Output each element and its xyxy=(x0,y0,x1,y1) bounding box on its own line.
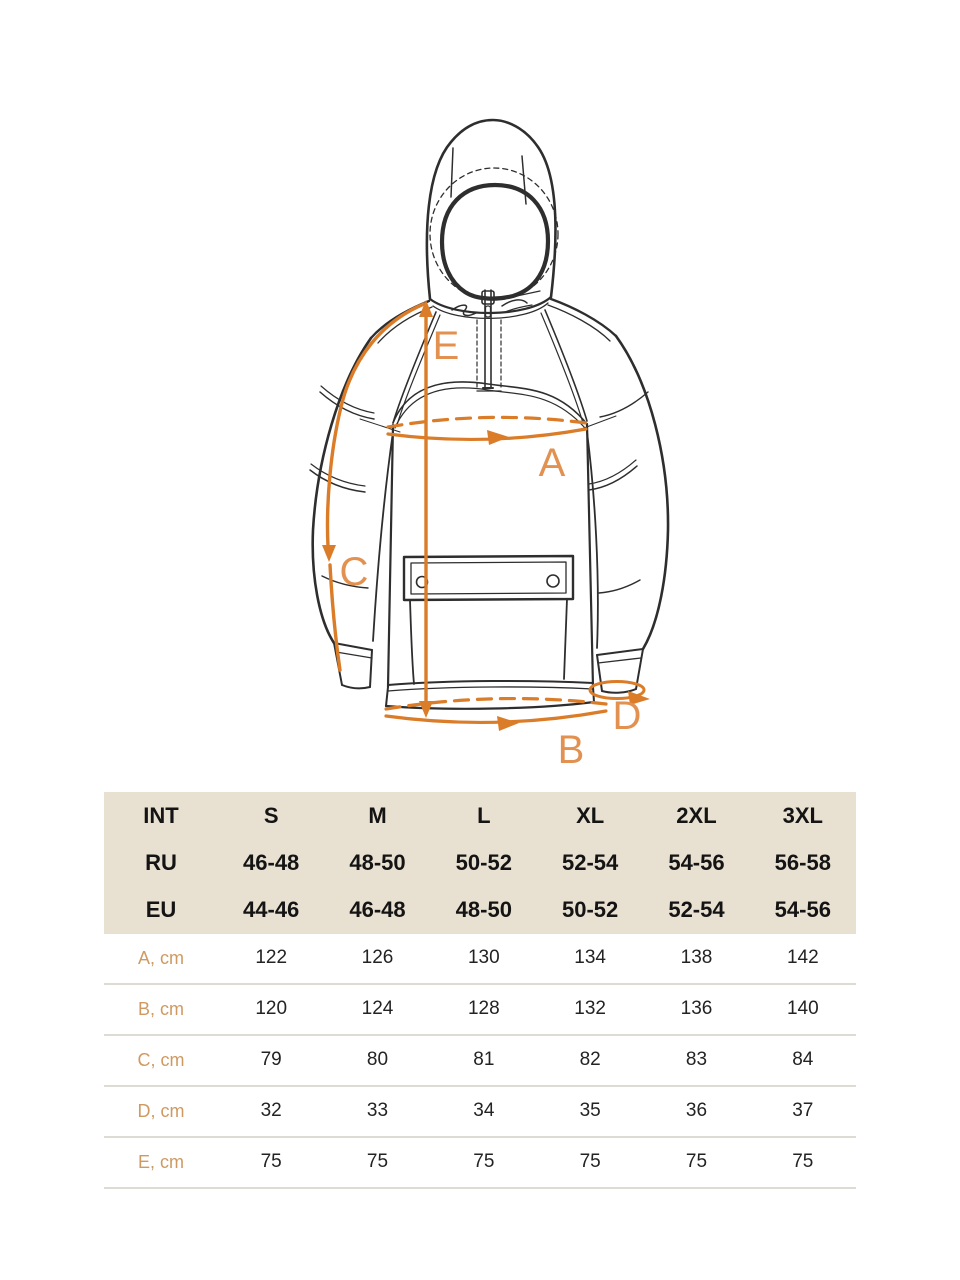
row-label: E, cm xyxy=(137,1151,184,1172)
size-cell: 52-54 xyxy=(562,849,619,875)
garment-diagram: E A C B D xyxy=(309,118,670,772)
size-table-header: INT S M L XL 2XL 3XL RU 46-48 48-50 50-5… xyxy=(104,792,856,934)
size-cell: XL xyxy=(576,802,605,828)
size-cell: 50-52 xyxy=(455,849,512,875)
measurement-annotations: E A C B D xyxy=(322,300,650,772)
value-cell: 80 xyxy=(366,1049,389,1071)
row-label: C, cm xyxy=(137,1049,185,1070)
kangaroo-pocket xyxy=(402,554,575,685)
row-label: INT xyxy=(143,802,179,828)
size-cell: 54-56 xyxy=(774,897,831,923)
size-cell: 54-56 xyxy=(668,849,725,875)
value-cell: 33 xyxy=(366,1100,389,1122)
value-cell: 120 xyxy=(255,998,288,1020)
value-cell: 75 xyxy=(792,1151,814,1173)
size-cell: 3XL xyxy=(782,802,823,828)
value-cell: 138 xyxy=(680,947,713,969)
size-cell: 46-48 xyxy=(243,849,300,875)
size-cell: 48-50 xyxy=(349,849,406,875)
size-cell: 46-48 xyxy=(349,897,406,923)
size-cell: 44-46 xyxy=(243,897,300,923)
table-row-e: E, cm 75 75 75 75 75 75 xyxy=(104,1138,856,1189)
value-cell: 75 xyxy=(685,1151,708,1173)
value-cell: 122 xyxy=(255,947,288,969)
size-table-body: A, cm 122 126 130 134 138 142 B, cm 120 … xyxy=(104,934,856,1189)
hood-drawstrings xyxy=(451,290,541,317)
table-row-c: C, cm 79 80 81 82 83 84 xyxy=(104,1036,856,1087)
value-cell: 75 xyxy=(260,1151,282,1173)
body-outline xyxy=(386,422,595,689)
value-cell: 142 xyxy=(786,947,819,969)
row-label: B, cm xyxy=(137,998,184,1019)
value-cell: 81 xyxy=(473,1049,495,1071)
table-row-int: INT S M L XL 2XL 3XL xyxy=(104,792,856,839)
hood-outline xyxy=(425,118,559,320)
label-B: B xyxy=(558,728,585,772)
size-cell: S xyxy=(263,802,279,828)
value-cell: 32 xyxy=(260,1100,282,1122)
size-cell: 52-54 xyxy=(668,897,725,923)
measure-arc-A xyxy=(386,427,588,442)
row-label: RU xyxy=(145,849,177,875)
value-cell: 140 xyxy=(786,998,819,1020)
table-row-d: D, cm 32 33 34 35 36 37 xyxy=(104,1087,856,1138)
row-label: A, cm xyxy=(137,947,184,968)
zipper xyxy=(476,289,502,392)
value-cell: 79 xyxy=(260,1049,282,1071)
garment-sketch xyxy=(309,118,670,710)
table-row-a: A, cm 122 126 130 134 138 142 xyxy=(104,934,856,985)
measure-line-C-lower xyxy=(328,563,342,672)
label-A: A xyxy=(539,441,566,485)
measure-ellipse-D xyxy=(588,680,646,700)
measure-arc-B xyxy=(384,709,608,724)
measure-arc-A-dashed xyxy=(386,415,588,429)
measure-line-C xyxy=(325,302,426,548)
value-cell: 35 xyxy=(579,1100,601,1122)
size-cell: 56-58 xyxy=(774,849,831,875)
size-table: INT S M L XL 2XL 3XL RU 46-48 48-50 50-5… xyxy=(104,792,856,1189)
value-cell: 84 xyxy=(792,1049,814,1071)
hem-band xyxy=(384,679,596,710)
value-cell: 136 xyxy=(680,998,713,1020)
value-cell: 37 xyxy=(792,1100,814,1122)
label-C: C xyxy=(340,550,369,594)
value-cell: 82 xyxy=(579,1049,601,1071)
value-cell: 130 xyxy=(467,947,500,969)
arrowheads xyxy=(322,300,650,731)
size-cell: L xyxy=(477,802,491,828)
value-cell: 132 xyxy=(574,998,606,1020)
table-row-ru: RU 46-48 48-50 50-52 52-54 54-56 56-58 xyxy=(104,839,856,886)
pocket-snap-right xyxy=(546,574,560,588)
value-cell: 36 xyxy=(685,1100,708,1122)
value-cell: 134 xyxy=(574,947,606,969)
value-cell: 128 xyxy=(467,998,500,1020)
size-cell: 2XL xyxy=(676,802,717,828)
row-label: EU xyxy=(145,897,177,923)
value-cell: 75 xyxy=(579,1151,601,1173)
value-cell: 83 xyxy=(685,1049,708,1071)
value-cell: 124 xyxy=(361,998,394,1020)
value-cell: 75 xyxy=(366,1151,389,1173)
table-row-eu: EU 44-46 46-48 48-50 50-52 52-54 54-56 xyxy=(104,887,856,934)
measure-arc-B-dashed xyxy=(384,696,608,711)
size-cell: M xyxy=(368,802,387,828)
row-label: D, cm xyxy=(137,1100,185,1121)
value-cell: 126 xyxy=(361,947,394,969)
size-cell: 50-52 xyxy=(562,897,619,923)
value-cell: 34 xyxy=(473,1100,495,1122)
value-cell: 75 xyxy=(473,1151,495,1173)
label-E: E xyxy=(433,324,460,368)
table-row-b: B, cm 120 124 128 132 136 140 xyxy=(104,985,856,1036)
sleeves xyxy=(309,334,670,651)
label-D: D xyxy=(613,694,642,738)
size-cell: 48-50 xyxy=(455,897,512,923)
